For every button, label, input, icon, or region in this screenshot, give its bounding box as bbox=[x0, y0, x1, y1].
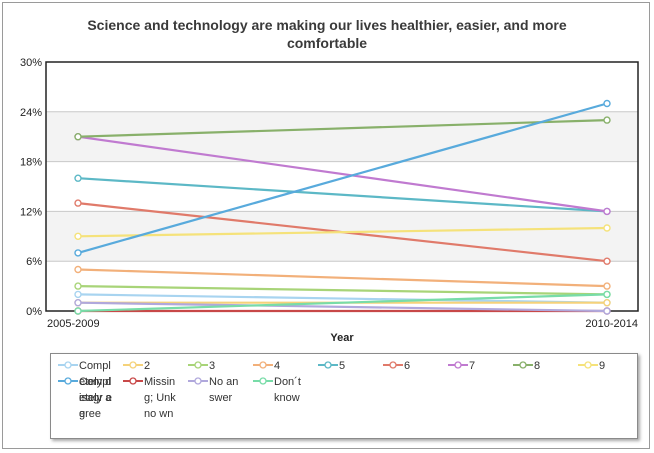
y-tick-label: 24% bbox=[20, 107, 42, 119]
legend-item[interactable]: 2 bbox=[122, 358, 178, 374]
legend-label: 5 bbox=[339, 360, 346, 372]
data-point bbox=[603, 207, 611, 216]
legend-swatch-icon bbox=[58, 361, 78, 369]
legend-swatch-icon bbox=[123, 361, 143, 369]
data-point bbox=[74, 265, 82, 274]
y-tick-label: 12% bbox=[20, 206, 42, 218]
legend-label: Compl etely disagr ee bbox=[79, 360, 113, 420]
legend-label: 8 bbox=[534, 360, 541, 372]
legend-swatch-icon bbox=[318, 361, 338, 369]
legend-label: Missin g; Unkno wn bbox=[144, 376, 176, 420]
data-point bbox=[603, 299, 611, 307]
legend-item[interactable]: No answer bbox=[187, 374, 243, 406]
data-point bbox=[603, 257, 611, 265]
series-line bbox=[77, 293, 608, 304]
series-line bbox=[77, 226, 608, 238]
series-8 bbox=[74, 224, 611, 241]
series-line bbox=[77, 301, 608, 313]
legend-label: 3 bbox=[209, 360, 216, 372]
legend: Compl etely disagr ee 2 3 4 5 6 7 8 9 Compl etely… bbox=[50, 353, 638, 439]
series-line bbox=[77, 135, 608, 213]
legend-swatch-icon bbox=[383, 361, 403, 369]
legend-swatch-icon bbox=[188, 377, 208, 385]
legend-swatch-icon bbox=[448, 361, 468, 369]
chart-title-line-2: comfortable bbox=[287, 35, 367, 51]
data-point bbox=[74, 199, 82, 207]
series-12 bbox=[74, 290, 611, 315]
legend-item[interactable]: 6 bbox=[382, 358, 438, 374]
legend-item[interactable]: Don´t know bbox=[252, 374, 308, 406]
series-11 bbox=[74, 299, 611, 315]
series-line bbox=[77, 268, 608, 288]
y-tick-label: 18% bbox=[20, 157, 42, 169]
data-point bbox=[74, 290, 82, 299]
legend-swatch-icon bbox=[253, 361, 273, 369]
series-line bbox=[77, 285, 608, 296]
legend-label: 2 bbox=[144, 360, 151, 372]
data-point bbox=[74, 299, 82, 307]
y-tick-label: 0% bbox=[26, 306, 42, 318]
data-point bbox=[603, 307, 611, 315]
series-7 bbox=[74, 116, 611, 141]
data-point bbox=[74, 307, 82, 315]
legend-swatch-icon bbox=[578, 361, 598, 369]
y-tick-label: 30% bbox=[20, 57, 42, 69]
grid-lines bbox=[46, 111, 638, 262]
legend-item[interactable]: Missin g; Unkno wn bbox=[122, 374, 178, 422]
legend-label: 6 bbox=[404, 360, 411, 372]
legend-swatch-icon bbox=[253, 377, 273, 385]
line-chart: Science and technology are making our li… bbox=[20, 17, 639, 344]
y-tick-label: 6% bbox=[26, 256, 42, 268]
x-axis-label: Year bbox=[330, 332, 354, 344]
chart-frame: Science and technology are making our li… bbox=[2, 2, 650, 449]
series-3 bbox=[74, 265, 611, 290]
series-group bbox=[74, 99, 611, 315]
data-point bbox=[603, 290, 611, 299]
legend-swatch-icon bbox=[513, 361, 533, 369]
data-point bbox=[603, 282, 611, 290]
legend-label: Compl etely agree bbox=[79, 376, 112, 420]
legend-label: 9 bbox=[599, 360, 606, 372]
legend-item[interactable]: 8 bbox=[512, 358, 568, 374]
grid-band bbox=[46, 111, 638, 162]
series-line bbox=[77, 102, 608, 254]
legend-label: 4 bbox=[274, 360, 281, 372]
data-point bbox=[74, 132, 82, 141]
legend-label: Don´t know bbox=[274, 376, 301, 404]
legend-item[interactable]: 7 bbox=[447, 358, 503, 374]
legend-label: No answer bbox=[209, 376, 239, 404]
series-4 bbox=[74, 174, 611, 216]
data-point bbox=[74, 249, 82, 257]
legend-label: 7 bbox=[469, 360, 476, 372]
legend-swatch-icon bbox=[123, 377, 143, 385]
legend-item[interactable]: 4 bbox=[252, 358, 308, 374]
data-point bbox=[603, 99, 611, 108]
grid-bands bbox=[46, 111, 638, 262]
data-point bbox=[74, 282, 82, 290]
x-tick-label: 2005-2009 bbox=[47, 318, 100, 330]
legend-swatch-icon bbox=[188, 361, 208, 369]
legend-item[interactable]: 3 bbox=[187, 358, 243, 374]
series-9 bbox=[74, 99, 611, 257]
series-line bbox=[77, 119, 608, 138]
legend-item[interactable]: 9 bbox=[577, 358, 633, 374]
series-line bbox=[77, 177, 608, 213]
x-axis-ticks: 2005-2009 2010-2014 bbox=[47, 318, 638, 330]
legend-item[interactable]: 5 bbox=[317, 358, 373, 374]
series-line bbox=[77, 293, 608, 313]
x-tick-label: 2010-2014 bbox=[585, 318, 638, 330]
data-point bbox=[603, 224, 611, 232]
data-point bbox=[74, 174, 82, 182]
y-axis-ticks: 0% 6% 12% 18% 24% 30% bbox=[20, 57, 42, 318]
legend-swatch-icon bbox=[58, 377, 78, 385]
chart-title: Science and technology are making our li… bbox=[87, 17, 567, 33]
data-point bbox=[74, 232, 82, 241]
data-point bbox=[603, 116, 611, 124]
legend-item[interactable]: Compl etely disagr ee bbox=[57, 358, 113, 422]
plot-area-border bbox=[45, 61, 639, 312]
legend-item[interactable]: Compl etely agree bbox=[57, 374, 113, 422]
